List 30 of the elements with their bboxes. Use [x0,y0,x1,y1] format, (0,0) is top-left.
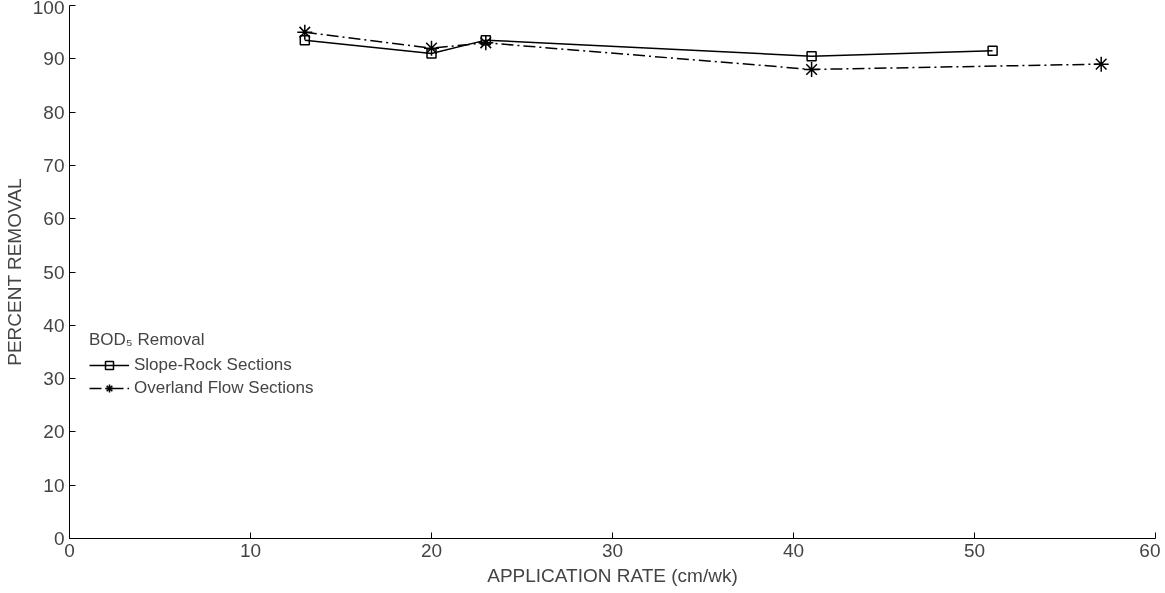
x-tick-label: 20 [420,539,443,561]
y-axis-title: PERCENT REMOVAL [3,178,25,366]
point [299,34,311,46]
point [803,61,820,78]
point [477,34,495,52]
y-tick-label: 50 [43,261,65,283]
x-tick-label: 40 [782,539,805,561]
y-tick-label: 100 [32,0,65,18]
point [423,39,440,57]
point [987,45,998,57]
y-tick-label: 10 [43,474,65,496]
y-tick-label: 20 [43,421,65,443]
x-tick-label: 30 [601,539,624,561]
point [480,34,492,46]
y-tick-label: 80 [43,101,65,123]
point [1092,55,1110,73]
y-tick-label: 90 [43,48,65,70]
x-tick-label: 60 [1139,539,1161,561]
y-tick-label: 70 [43,154,65,176]
legend-label: Overland Flow Sections [134,378,314,398]
legend-label: Slope-Rock Sections [134,355,292,375]
x-tick-label: 50 [963,539,986,561]
y-tick-label: 30 [43,368,65,390]
point [426,48,437,59]
x-axis-title: APPLICATION RATE (cm/wk) [487,564,738,586]
y-tick-label: 40 [43,314,65,336]
x-tick-label: 10 [239,539,262,561]
y-tick-label: 60 [43,208,65,230]
legend-title: BOD₅ Removal [89,330,206,350]
point [806,50,817,62]
